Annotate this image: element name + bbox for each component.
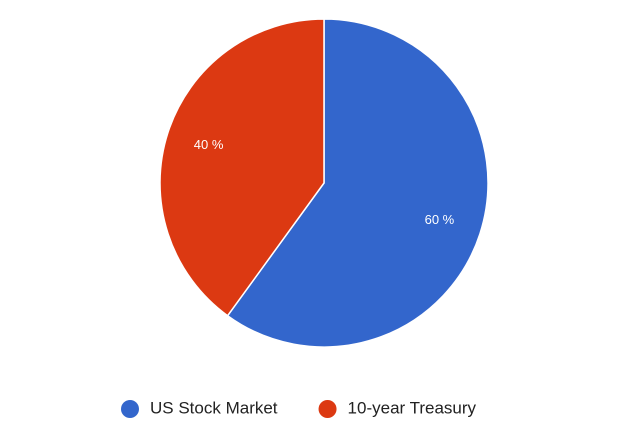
slice-label: 40 % [194,137,224,152]
legend-marker [121,400,139,418]
pie-slice [159,18,325,317]
slice-label: 60 % [425,212,455,227]
legend-text: US Stock Market [150,398,278,417]
legend-text: 10-year Treasury [348,398,477,417]
legend-marker [318,400,337,418]
pie-slice [226,18,489,348]
